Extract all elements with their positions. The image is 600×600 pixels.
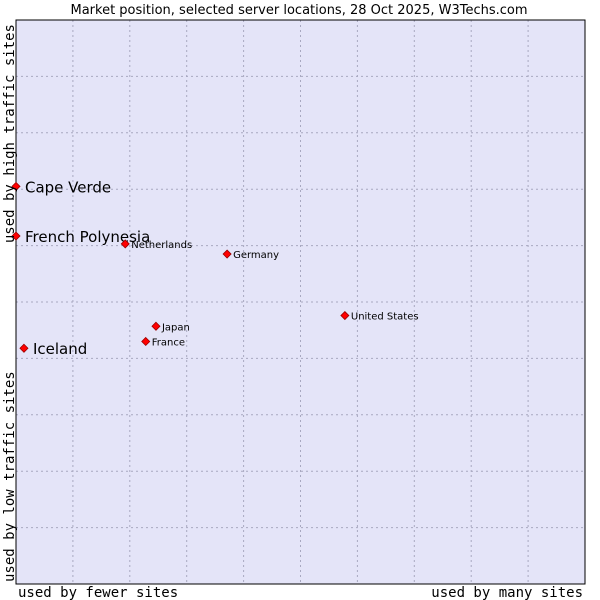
point-germany: Germany (222, 249, 279, 261)
grid-lines (16, 20, 585, 584)
y-axis-label-high-traffic: used by high traffic sites (2, 24, 18, 243)
point-label-united-states: United States (351, 312, 419, 323)
point-label-germany: Germany (233, 250, 279, 261)
point-label-japan: Japan (161, 322, 190, 333)
data-points: Cape Verde French Polynesia Iceland Netherl… (11, 178, 419, 358)
chart-title: Market position, selected server locatio… (70, 3, 527, 18)
point-marker-iceland (19, 343, 29, 353)
point-marker-germany (222, 249, 232, 259)
point-iceland: Iceland (19, 340, 87, 358)
point-marker-france (141, 336, 151, 347)
x-axis-label-fewer-sites: used by fewer sites (18, 585, 178, 600)
point-netherlands: Netherlands (120, 239, 192, 251)
point-marker-french-polynesia (11, 231, 21, 241)
x-axis-label-many-sites: used by many sites (431, 585, 583, 600)
point-label-iceland: Iceland (33, 340, 87, 358)
point-label-french-polynesia: French Polynesia (25, 228, 150, 246)
point-united-states: United States (340, 310, 419, 323)
point-french-polynesia: French Polynesia (11, 228, 150, 246)
y-axis-label-low-traffic: used by low traffic sites (2, 371, 18, 582)
point-marker-netherlands (120, 239, 130, 249)
point-marker-united-states (340, 310, 350, 321)
point-marker-japan (151, 321, 161, 331)
plot-frame (15, 19, 586, 585)
point-france: France (141, 336, 185, 348)
point-japan: Japan (151, 321, 190, 333)
point-label-cape-verde: Cape Verde (25, 178, 111, 196)
point-cape-verde: Cape Verde (11, 178, 111, 196)
point-marker-cape-verde (11, 181, 21, 191)
point-label-france: France (152, 337, 185, 348)
point-label-netherlands: Netherlands (131, 240, 192, 251)
